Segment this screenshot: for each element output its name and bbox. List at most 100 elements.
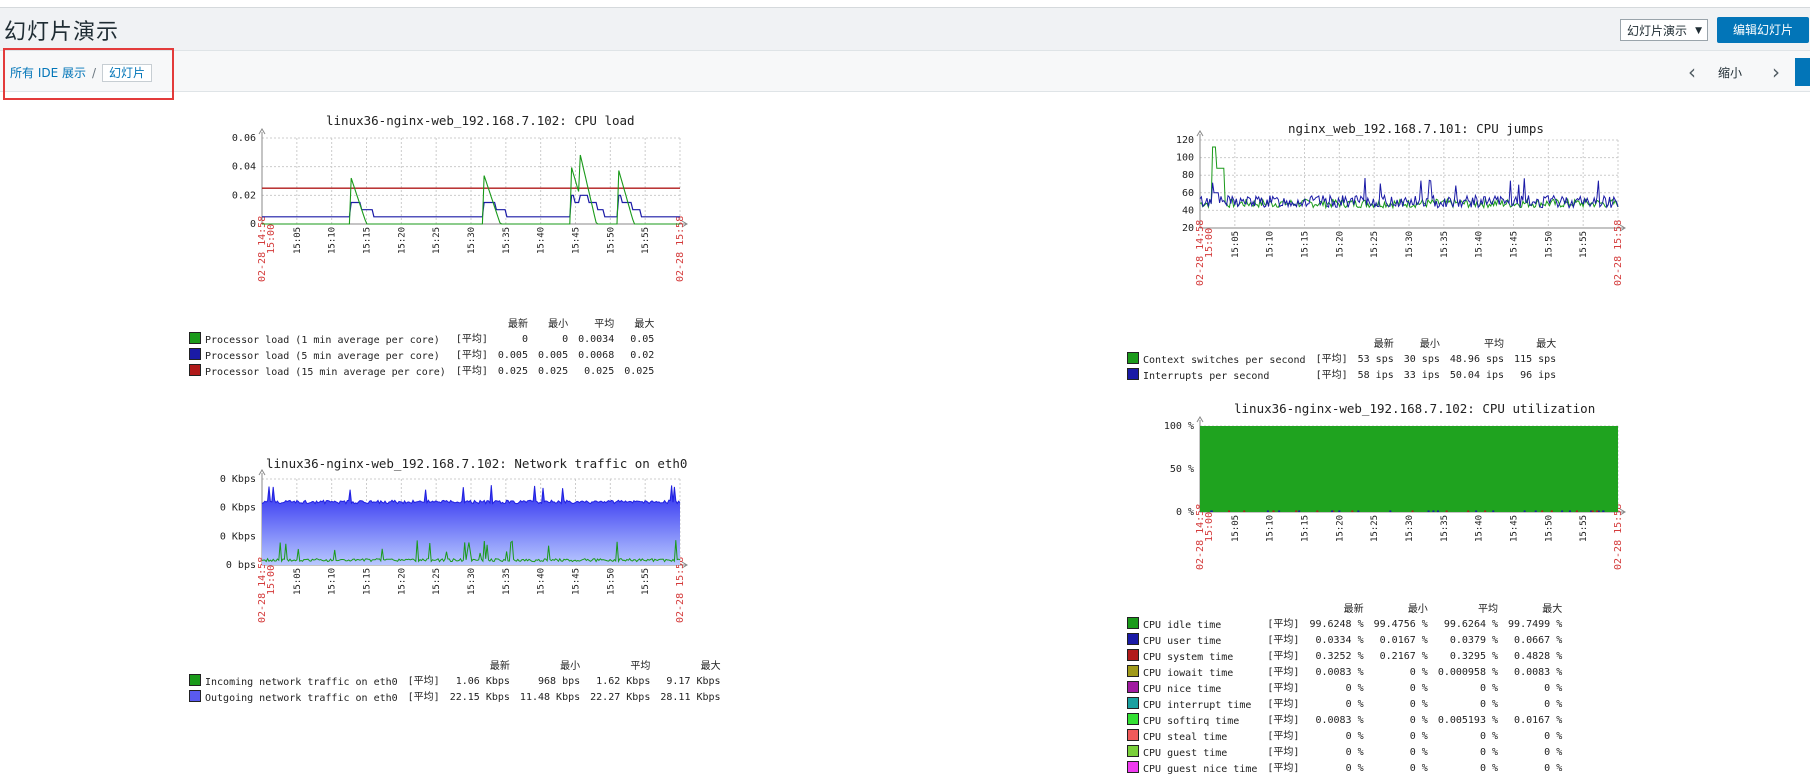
chevron-left-icon[interactable]: ‹ [1688,60,1696,84]
series-area-minor [1210,510,1213,512]
legend-max: 0 % [1544,699,1563,710]
series-area-minor [1467,510,1470,512]
legend-row: CPU guest time [平均] 0 % 0 % 0 % 0 % [1122,745,1567,761]
legend-last: 0 % [1345,699,1364,710]
legend-item-name: Interrupts per second [1122,368,1311,384]
breadcrumb-current[interactable]: 幻灯片 [102,64,153,82]
legend-avg: 22.27 Kbps [590,692,651,703]
legend-row: CPU softirq time [平均] 0.0083 % 0 % 0.005193 … [1122,713,1567,729]
legend-header-cell: 最大 [700,661,721,672]
legend-max: 0.025 [624,366,655,377]
series-area-minor [1484,510,1487,512]
x-tick-label: 15:35 [502,227,512,254]
legend-swatch [1127,761,1139,773]
x-tick-label: 15:30 [467,227,477,254]
legend-row: CPU user time [平均] 0.0334 % 0.0167 % 0.0379 … [1122,633,1567,649]
slideshow-select-value: 幻灯片演示 [1627,24,1688,38]
graph-cpu-load: linux36-nginx-web_192.168.7.102: CPU loa… [220,110,800,315]
legend-row: CPU system time [平均] 0.3252 % 0.2167 % 0.329… [1122,649,1567,665]
graph-cpu-utilization: linux36-nginx-web_192.168.7.102: CPU uti… [1158,398,1728,603]
legend-item-name: CPU idle time [1122,617,1262,633]
legend-header-cell: 最小 [1419,339,1440,350]
legend-item-name: CPU softirq time [1122,713,1262,729]
slideshow-select[interactable]: 幻灯片演示 ▼ [1620,19,1708,41]
breadcrumb-root-link[interactable]: 所有 IDE 展示 [10,66,86,80]
x-start-time-label: 15:00 [266,565,277,595]
legend-network-traffic: 最新 最小 平均 最大 Incoming network traffic on eth0… [184,660,726,706]
x-tick-label: 15:15 [363,568,373,595]
legend-header-cell: 最新 [1373,339,1394,350]
x-tick-label: 15:25 [432,568,442,595]
x-tick-label: 15:35 [1440,231,1450,258]
x-tick-label: 15:45 [1510,231,1520,258]
x-tick-label: 15:05 [293,568,303,595]
x-tick-label: 15:35 [1440,515,1450,542]
series-area-minor [1561,510,1564,512]
legend-min: 968 bps [537,676,581,687]
x-tick-label: 15:15 [1301,231,1311,258]
series-area-minor [1427,510,1430,512]
legend-avg: 48.96 sps [1449,354,1505,365]
legend-swatch [1127,633,1139,645]
legend-last: 99.6248 % [1309,619,1364,630]
fullscreen-button[interactable] [1795,58,1810,86]
breadcrumb-bar [0,51,1810,92]
edit-slideshow-button[interactable]: 编辑幻灯片 [1717,17,1809,43]
x-tick-label: 15:10 [1266,515,1276,542]
chevron-right-icon[interactable]: › [1772,60,1780,84]
x-tick-label: 15:50 [1544,231,1554,258]
legend-avg: 0 % [1479,731,1499,742]
legend-swatch [189,674,201,686]
x-start-time-label: 15:00 [1204,512,1215,542]
x-tick-label: 15:45 [1510,515,1520,542]
series-area-minor [1357,510,1360,512]
x-tick-label: 15:15 [363,227,373,254]
legend-item-name: CPU system time [1122,649,1262,665]
y-tick-label: 100 [1176,153,1194,164]
series-area-minor [1278,510,1281,512]
legend-avg: 0 % [1479,699,1499,710]
x-tick-label: 15:30 [467,568,477,595]
legend-last: 0.025 [497,366,528,377]
legend-last: 0.3252 % [1315,651,1364,662]
legend-function: [平均] [455,366,488,377]
graph-network-traffic: linux36-nginx-web_192.168.7.102: Network… [220,453,800,658]
legend-min: 0 % [1409,715,1428,726]
series-area-minor [1432,510,1435,512]
y-tick-label: 40 [1182,205,1194,216]
legend-header-cell: 最新 [1343,604,1364,615]
legend-max: 99.7499 % [1508,619,1563,630]
legend-last: 0 % [1345,683,1364,694]
legend-avg: 0 % [1479,763,1499,774]
x-tick-label: 15:10 [328,227,338,254]
legend-row: Context switches per second [平均] 53 sps 30 … [1122,352,1561,368]
zoom-out-button[interactable]: 缩小 [1718,66,1743,80]
x-start-label: 02-28 14:58 [257,557,268,623]
y-tick-label: 0.02 [232,190,256,201]
legend-swatch [189,332,201,344]
series-area-minor [1411,510,1414,512]
graph-cpu-jumps: nginx_web_192.168.7.101: CPU jumps 120 10… [1158,118,1728,323]
x-axis-arrow [681,561,688,569]
x-tick-label: 15:25 [432,227,442,254]
graph-title: linux36-nginx-web_192.168.7.102: CPU uti… [1234,401,1595,416]
legend-header-blank [1122,338,1311,352]
breadcrumb-separator: / [92,66,97,80]
legend-row: CPU steal time [平均] 0 % 0 % 0 % 0 % [1122,729,1567,745]
legend-function: [平均] [455,334,488,345]
y-tick-label: 60 [1182,188,1194,199]
series-area-minor [1534,510,1537,512]
legend-last: 0 % [1345,747,1364,758]
series-area-minor [1295,510,1298,512]
x-end-label: 02-28 15:58 [1613,220,1624,286]
x-tick-label: 15:55 [641,568,651,595]
legend-swatch [189,364,201,376]
x-tick-label: 15:45 [572,227,582,254]
legend-avg: 99.6264 % [1443,619,1499,630]
legend-max: 0.4828 % [1514,651,1563,662]
legend-max: 96 ips [1520,370,1557,381]
legend-max: 0 % [1544,763,1563,774]
x-tick-label: 15:05 [1231,231,1241,258]
legend-min: 99.4756 % [1373,619,1428,630]
legend-row: CPU iowait time [平均] 0.0083 % 0 % 0.000958 %… [1122,665,1567,681]
